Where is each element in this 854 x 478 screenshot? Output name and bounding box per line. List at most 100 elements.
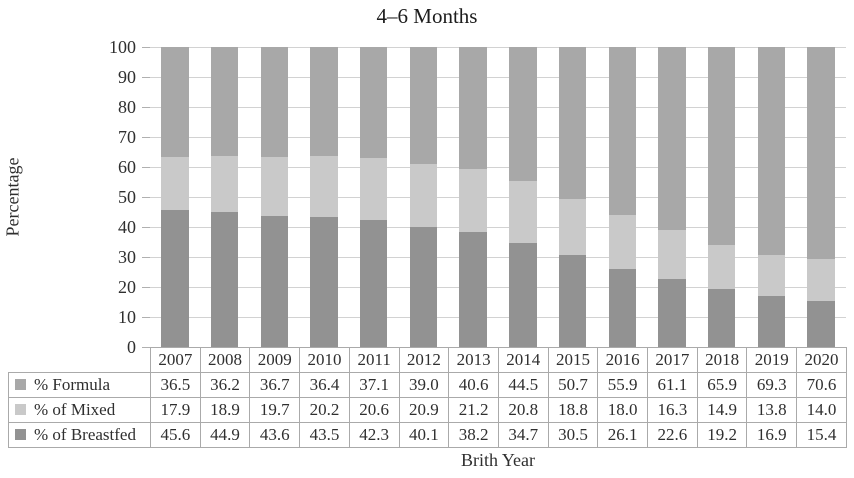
- y-axis-tick-label: 20: [118, 277, 136, 297]
- value-cell: 36.4: [299, 372, 350, 398]
- value-cell: 19.7: [249, 397, 301, 423]
- value-cell: 18.8: [547, 397, 599, 423]
- value-cell: 36.5: [150, 372, 201, 398]
- value-cell: 37.1: [348, 372, 400, 398]
- y-axis-tick-label: 90: [118, 67, 136, 87]
- bar-segment: [409, 164, 438, 227]
- value-cell: 43.6: [249, 422, 301, 448]
- y-axis-tick: [142, 346, 150, 348]
- bar-segment: [161, 210, 189, 347]
- stacked-bar: [708, 47, 736, 347]
- stacked-bar: [658, 47, 686, 347]
- value-cell: 69.3: [746, 372, 798, 398]
- table-row: % Formula 36.5 36.2 36.7 36.4 37.1 39.0 40.6 44.…: [8, 372, 847, 398]
- bar-segment: [310, 156, 338, 217]
- bar-segment: [260, 157, 288, 217]
- bar-segment: [807, 47, 835, 259]
- legend-swatch-icon: [15, 379, 26, 390]
- value-cell: 18.0: [597, 397, 649, 423]
- data-table-container: 2007 2008 2009 2010 2011 2012 2013 2014 2015 2016…: [8, 347, 847, 448]
- stacked-bar: [360, 47, 388, 347]
- gridline: [150, 166, 846, 168]
- bar-2014: [498, 47, 548, 347]
- bar-segment: [161, 47, 189, 157]
- value-cell: 14.9: [696, 397, 748, 423]
- bar-2008: [200, 47, 250, 347]
- year-header-cell: 2015: [547, 347, 599, 373]
- value-cell: 30.5: [547, 422, 599, 448]
- legend-cell: % Formula: [8, 372, 151, 398]
- bar-segment: [658, 230, 686, 280]
- stacked-bar: [459, 47, 487, 347]
- bar-segment: [509, 180, 537, 243]
- value-cell: 21.2: [448, 397, 499, 423]
- value-cell: 18.9: [199, 397, 251, 423]
- bar-2012: [399, 47, 449, 347]
- bar-segment: [807, 258, 835, 301]
- value-cell: 16.9: [746, 422, 798, 448]
- gridline: [150, 286, 846, 288]
- gridline: [150, 316, 846, 318]
- y-axis-tick-label: 40: [118, 217, 136, 237]
- bar-2013: [448, 47, 498, 347]
- bar-segment: [360, 220, 388, 347]
- y-axis-tick: [142, 76, 150, 78]
- bar-segment: [310, 216, 338, 347]
- year-header-cell: 2020: [796, 347, 847, 373]
- legend-cell: % of Mixed: [8, 397, 151, 423]
- table-corner-blank: [9, 348, 151, 373]
- bar-segment: [509, 242, 537, 347]
- value-cell: 50.7: [547, 372, 599, 398]
- stacked-bar: [210, 47, 239, 347]
- bar-segment: [459, 47, 487, 169]
- bar-segment: [409, 226, 438, 347]
- stacked-bar: [757, 47, 786, 347]
- year-header-cell: 2010: [299, 347, 350, 373]
- stacked-bar: [807, 47, 835, 347]
- bar-2016: [597, 47, 647, 347]
- y-axis-tick: [142, 106, 150, 108]
- value-cell: 42.3: [348, 422, 400, 448]
- bar-2007: [150, 47, 200, 347]
- gridline: [150, 196, 846, 198]
- bar-segment: [161, 156, 189, 211]
- bar-2009: [249, 47, 299, 347]
- bar-segment: [210, 212, 239, 347]
- legend-swatch-icon: [15, 404, 26, 415]
- bar-segment: [360, 158, 388, 221]
- y-axis-tick: [142, 256, 150, 258]
- y-axis-title: Percentage: [2, 157, 23, 237]
- value-cell: 36.7: [249, 372, 301, 398]
- bar-segment: [757, 296, 786, 347]
- value-cell: 40.1: [398, 422, 450, 448]
- bar-2011: [349, 47, 399, 347]
- value-cell: 44.5: [497, 372, 549, 398]
- gridline: [150, 106, 846, 108]
- y-axis-tick-label: 0: [127, 337, 136, 357]
- value-cell: 20.9: [398, 397, 450, 423]
- gridline: [150, 46, 846, 48]
- y-axis-tick: [142, 316, 150, 318]
- stacked-bar: [509, 47, 537, 347]
- y-axis-tick: [142, 196, 150, 198]
- bar-2017: [647, 47, 697, 347]
- bar-segment: [509, 47, 537, 181]
- y-axis-tick-label: 60: [118, 157, 136, 177]
- bar-2018: [697, 47, 747, 347]
- y-axis-tick-label: 50: [118, 187, 136, 207]
- gridline: [150, 226, 846, 228]
- bar-2010: [299, 47, 349, 347]
- value-cell: 17.9: [150, 397, 201, 423]
- year-header-cell: 2012: [398, 347, 450, 373]
- bar-segment: [807, 300, 835, 347]
- year-header-cell: 2016: [597, 347, 649, 373]
- value-cell: 14.0: [796, 397, 847, 423]
- value-cell: 20.6: [348, 397, 400, 423]
- value-cell: 39.0: [398, 372, 450, 398]
- value-cell: 43.5: [299, 422, 350, 448]
- bar-segment: [210, 47, 239, 156]
- bar-segment: [658, 279, 686, 347]
- bar-2019: [747, 47, 797, 347]
- legend-swatch-icon: [15, 429, 26, 440]
